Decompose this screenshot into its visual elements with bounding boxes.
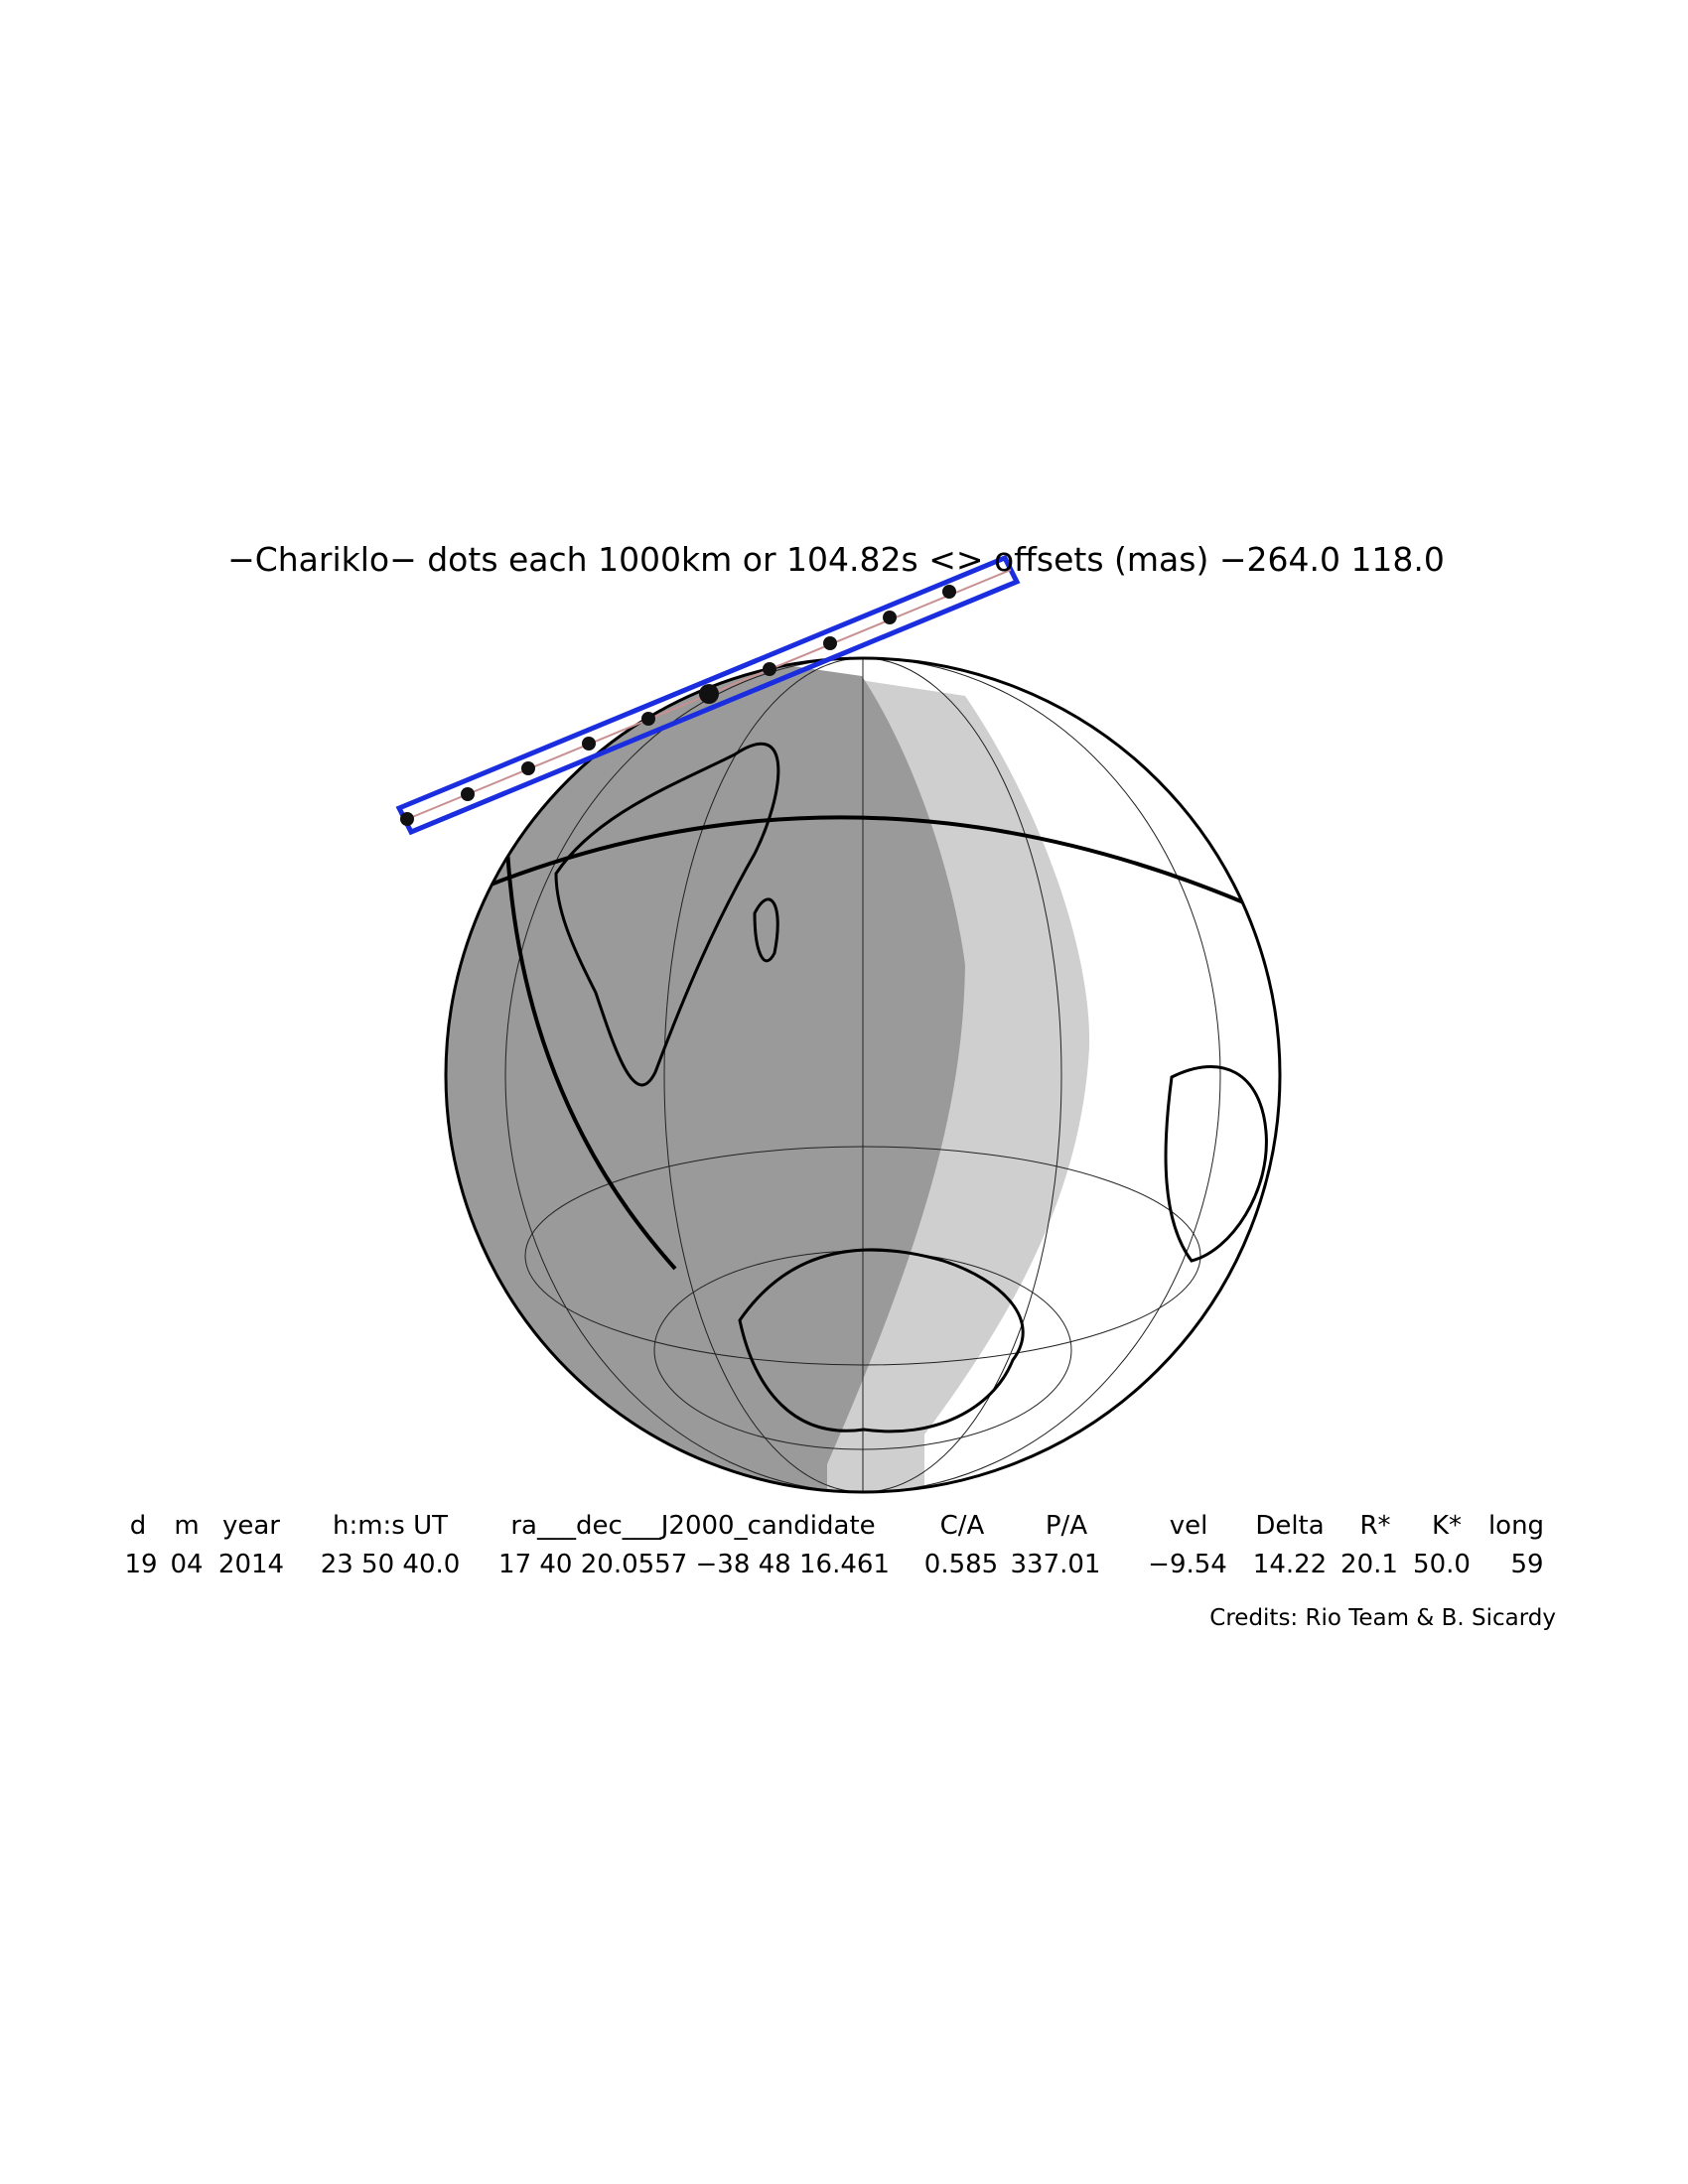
table-cell: 59 [1510, 1550, 1543, 1579]
table-header: K* [1432, 1511, 1462, 1541]
globe [444, 656, 1282, 1494]
table-cell: 2014 [218, 1550, 284, 1579]
table-header: R* [1359, 1511, 1390, 1541]
credits: Credits: Rio Team & B. Sicardy [1209, 1605, 1556, 1631]
table-cell: 14.22 [1253, 1550, 1327, 1579]
table-header: year [222, 1511, 280, 1541]
table-cell: 20.1 [1340, 1550, 1398, 1579]
data-table: d m year h:m:s UT ra___dec___J2000_candidate… [124, 1511, 1544, 1579]
table-header: Delta [1255, 1511, 1324, 1541]
table-cell: 04 [170, 1550, 203, 1579]
table-cell: −9.54 [1148, 1550, 1227, 1579]
table-cell: 23 50 40.0 [321, 1550, 461, 1579]
table-cell: 19 [124, 1550, 157, 1579]
table-header: ra___dec___J2000_candidate [510, 1511, 875, 1541]
table-header: long [1488, 1511, 1544, 1541]
title: −Chariklo− dots each 1000km or 104.82s <… [227, 540, 1445, 579]
table-header: C/A [940, 1511, 985, 1541]
table-header: d [130, 1511, 147, 1541]
table-cell: 17 40 20.0557 −38 48 16.461 [498, 1550, 890, 1579]
table-header: P/A [1046, 1511, 1087, 1541]
table-cell: 50.0 [1413, 1550, 1471, 1579]
table-header: m [174, 1511, 199, 1541]
shadow-path [395, 554, 1021, 836]
table-header: vel [1170, 1511, 1208, 1541]
table-cell: 337.01 [1011, 1550, 1101, 1579]
table-cell: 0.585 [924, 1550, 998, 1579]
table-header: h:m:s UT [333, 1511, 448, 1541]
